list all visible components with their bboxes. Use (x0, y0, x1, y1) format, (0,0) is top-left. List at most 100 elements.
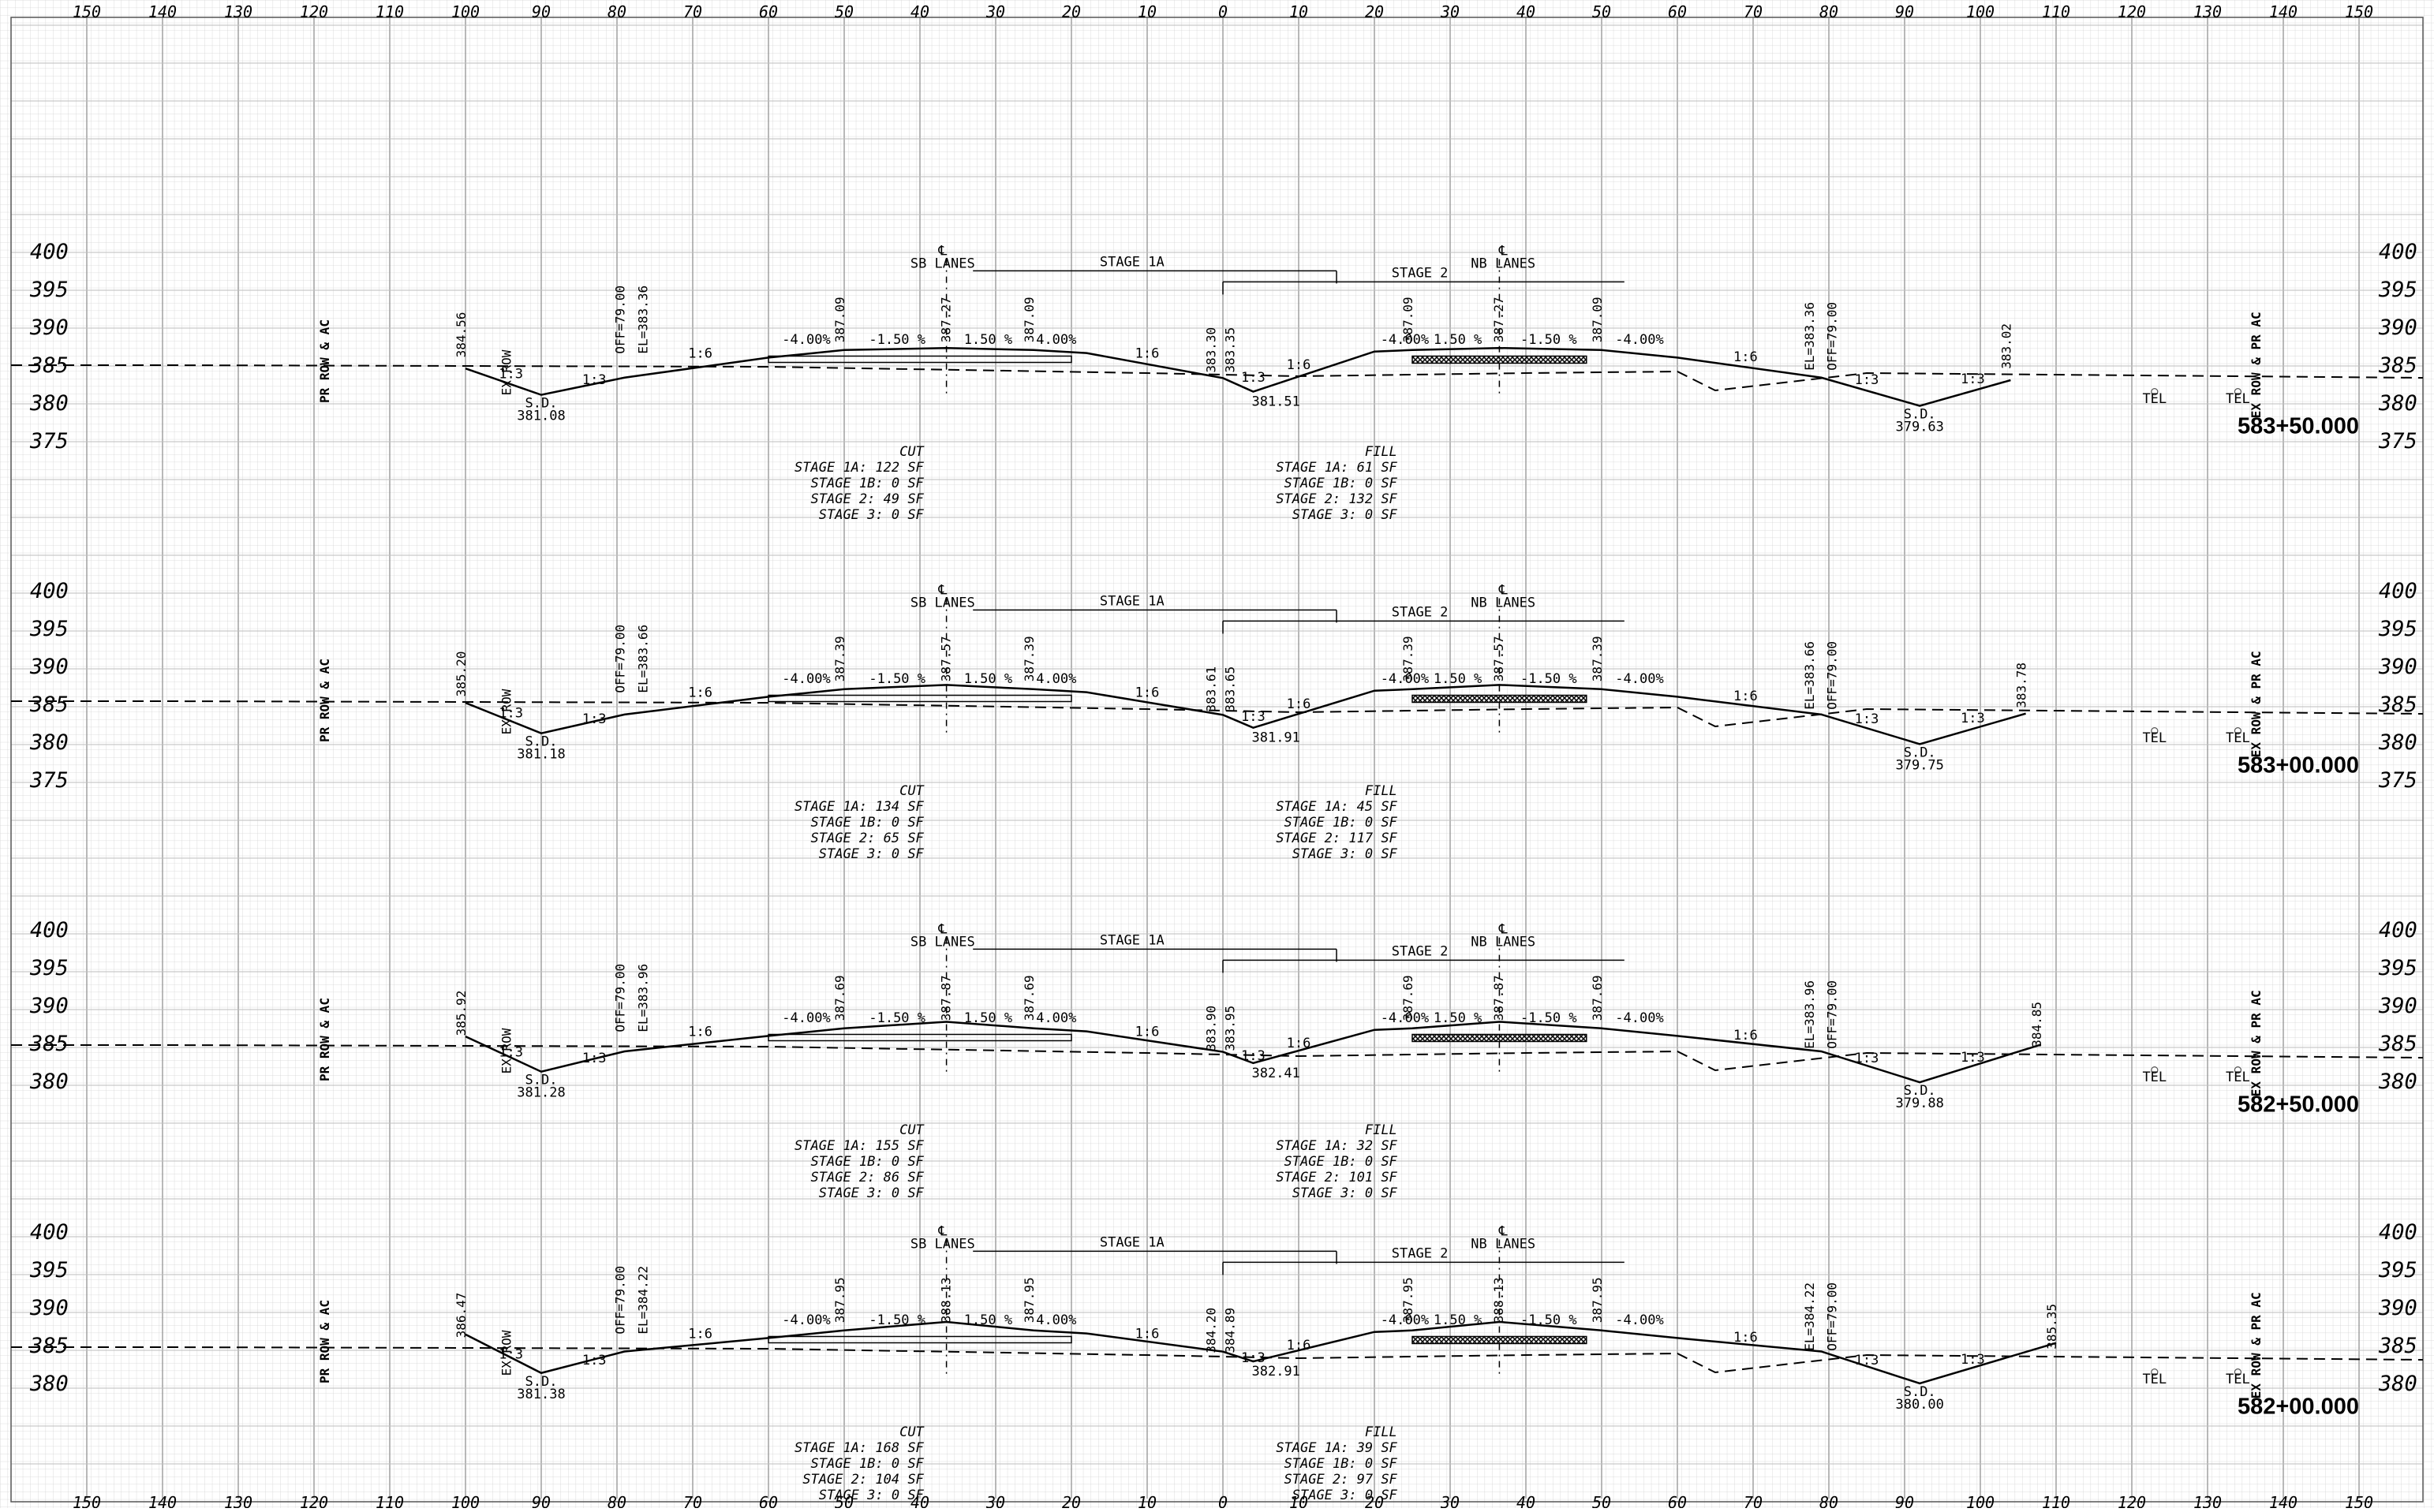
slope-label: 1.50 % (1434, 1010, 1482, 1026)
median-elevation-b: 383.65 (1222, 666, 1237, 712)
slope-ratio-label: 1:6 (688, 1024, 712, 1040)
cut-heading: CUT (899, 1424, 925, 1440)
right-sd-label: S.D. (1904, 1083, 1936, 1099)
left-ditch-elevation: 381.08 (517, 409, 565, 424)
offset-label-bottom: 40 (1516, 1493, 1535, 1508)
left-el-label: EL=383.96 (635, 964, 650, 1032)
cl-symbol: ℄ (937, 582, 947, 598)
slope-ratio-label: 1:6 (1135, 1024, 1160, 1040)
left-edge-elevation: 385.92 (454, 991, 469, 1036)
fill-quantity: STAGE 1A: 39 SF (1276, 1440, 1397, 1456)
right-sd-label: S.D. (1904, 407, 1936, 423)
elevation-label-right: 390 (2378, 655, 2417, 679)
cut-quantity: STAGE 3: 0 SF (819, 507, 925, 523)
right-edge-elevation: 384.85 (2029, 1002, 2044, 1047)
slope-ratio-label: 1:6 (1135, 685, 1160, 700)
left-el-label: EL=384.22 (635, 1266, 650, 1335)
cut-heading: CUT (899, 1122, 925, 1138)
offset-label-top: 90 (1895, 2, 1914, 21)
right-sd-label: S.D. (1904, 745, 1936, 760)
elevation-label-left: 380 (29, 391, 69, 416)
slope-label: -4.00% (1381, 1312, 1429, 1328)
slope-ratio-label: 1:3 (582, 372, 607, 388)
nb-edge2-elevation: 387.95 (1590, 1277, 1605, 1323)
elevation-label-left: 400 (30, 240, 69, 264)
fill-quantity: STAGE 1B: 0 SF (1284, 815, 1398, 831)
nb-lanes-label: NB LANES (1471, 595, 1535, 610)
elevation-label-left: 395 (29, 1258, 69, 1282)
existing-ground-line (11, 700, 2424, 728)
ex-row-label: EX ROW & PR AC (2249, 1292, 2264, 1398)
slope-ratio-label: 1:3 (1855, 1051, 1879, 1066)
offset-label-top: 150 (73, 2, 101, 21)
elevation-label-left: 385 (29, 1032, 69, 1056)
slope-ratio-label: 1:6 (1287, 1036, 1311, 1051)
tel-marker-icon (2234, 388, 2241, 396)
fill-quantity: STAGE 3: 0 SF (1292, 1488, 1398, 1503)
nb-edge2-elevation: 387.39 (1590, 636, 1605, 681)
stage-1a-label: STAGE 1A (1100, 1234, 1165, 1250)
station-label: 583+00.000 (2238, 752, 2359, 778)
slope-ratio-label: 1:6 (1733, 689, 1758, 704)
elevation-label-right: 395 (2378, 1258, 2417, 1282)
elevation-label-right: 390 (2378, 315, 2417, 340)
offset-label-top: 10 (1138, 2, 1157, 21)
slope-ratio-label: 1:6 (688, 685, 712, 700)
slope-ratio-label: 1:3 (499, 1044, 523, 1060)
stage-1a-label: STAGE 1A (1100, 932, 1165, 948)
right-el-label: EL=383.96 (1802, 980, 1817, 1049)
tel-marker-icon (2151, 1368, 2159, 1376)
sb-cl-elevation: 387.87 (938, 975, 953, 1021)
station-label: 583+50.000 (2238, 413, 2359, 439)
fill-quantity: STAGE 2: 97 SF (1284, 1472, 1398, 1488)
slope-ratio-label: 1:3 (499, 366, 523, 382)
slope-label: 4.00% (1036, 1312, 1076, 1328)
elevation-label-right: 400 (2379, 918, 2417, 943)
stage-2-label: STAGE 2 (1392, 943, 1449, 959)
slope-label: -1.50 % (1520, 332, 1577, 348)
offset-label-bottom: 150 (73, 1493, 101, 1508)
median-elevation-a: 383.90 (1203, 1006, 1218, 1051)
elevation-label-left: 380 (29, 1070, 69, 1094)
slope-label: 1.50 % (1434, 1312, 1482, 1328)
fill-quantity: STAGE 3: 0 SF (1292, 1185, 1398, 1201)
slope-label: -1.50 % (869, 332, 925, 348)
sb-lanes-label: SB LANES (910, 934, 975, 950)
cl-symbol: ℄ (1498, 921, 1508, 937)
fill-quantity: STAGE 1A: 61 SF (1276, 460, 1397, 476)
fill-quantity: STAGE 1B: 0 SF (1284, 1456, 1398, 1472)
proposed-profile-line (465, 346, 2011, 407)
offset-label-bottom: 100 (1966, 1493, 1995, 1508)
slope-label: -4.00% (1381, 332, 1429, 348)
fill-quantity: STAGE 3: 0 SF (1292, 507, 1398, 523)
left-sd-label: S.D. (525, 1374, 558, 1390)
fill-quantity: STAGE 2: 117 SF (1276, 831, 1397, 846)
sb-lanes-label: SB LANES (910, 1236, 975, 1252)
sb-edge-elevation: 387.69 (832, 975, 847, 1021)
tel-label: TEL (2142, 1070, 2167, 1085)
elevation-label-left: 390 (29, 1296, 69, 1320)
proposed-profile-line (465, 684, 2026, 745)
fill-heading: FILL (1365, 783, 1397, 799)
right-edge-elevation: 383.78 (2014, 663, 2029, 708)
cut-quantity: STAGE 3: 0 SF (819, 1488, 925, 1503)
cl-symbol: ℄ (1498, 582, 1508, 598)
slope-label: 1.50 % (964, 1312, 1012, 1328)
existing-ground-line (11, 1346, 2424, 1374)
cl-symbol: ℄ (1498, 1223, 1508, 1239)
offset-label-bottom: 90 (1895, 1493, 1914, 1508)
fill-quantity: STAGE 3: 0 SF (1292, 846, 1398, 862)
offset-label-top: 80 (608, 2, 626, 21)
nb-pavement-hatched (1411, 1033, 1587, 1043)
median-low-elevation: 382.41 (1251, 1066, 1299, 1081)
sb-edge-elevation: 387.95 (832, 1277, 847, 1323)
cl-symbol: ℄ (937, 243, 947, 259)
sb-cl-elevation: 387.27 (938, 297, 953, 342)
slope-ratio-label: 1:6 (688, 345, 712, 361)
slope-ratio-label: 1:3 (1961, 1050, 1985, 1066)
offset-label-top: 30 (1440, 2, 1460, 21)
nb-cl-elevation: 387.57 (1491, 636, 1506, 681)
proposed-profile-line (465, 1320, 2057, 1385)
offset-label-top: 70 (683, 2, 702, 21)
